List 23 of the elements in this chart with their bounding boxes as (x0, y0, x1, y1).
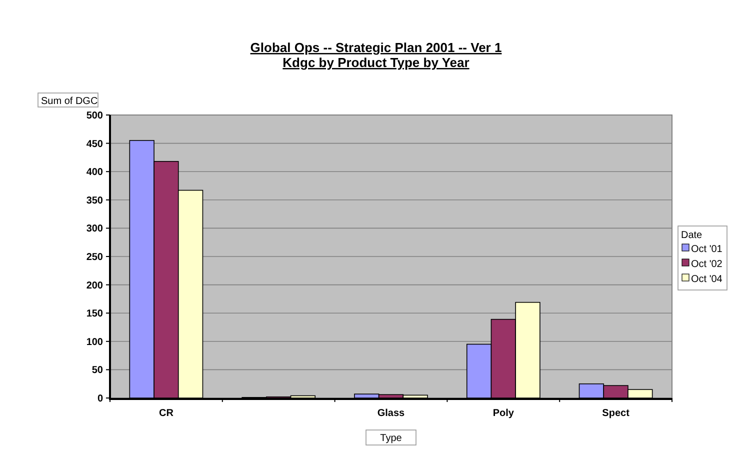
y-tick-label: 0 (97, 394, 104, 404)
y-tick-label: 100 (86, 336, 104, 348)
legend-label: Oct '04 (691, 274, 723, 285)
y-tick-label: 200 (86, 280, 104, 292)
y-tick-label: 250 (86, 252, 104, 263)
y-tick-label: 50 (92, 365, 104, 376)
x-tick-label: Spect (602, 408, 630, 419)
legend-label: Oct '02 (691, 259, 723, 270)
legend-label: Oct '01 (691, 244, 723, 255)
y-tick-label: 350 (86, 195, 104, 206)
y-tick-label: 500 (86, 110, 104, 122)
x-axis-title: Type (380, 433, 402, 444)
legend-title: Date (681, 230, 703, 241)
x-tick-label: CR (158, 408, 174, 419)
y-tick-label: 150 (86, 308, 104, 320)
y-tick-label: 300 (86, 224, 104, 235)
x-tick-label: Glass (377, 408, 406, 419)
chart-title: Global Ops -- Strategic Plan 2001 -- Ver 1 (250, 40, 502, 55)
x-tick-label: Poly (492, 408, 514, 419)
chart-subtitle: Kdgc by Product Type by Year (282, 55, 470, 70)
y-tick-label: 450 (86, 138, 104, 150)
y-tick-label: 400 (86, 167, 104, 178)
y-axis-title: Sum of DGC (41, 96, 98, 107)
